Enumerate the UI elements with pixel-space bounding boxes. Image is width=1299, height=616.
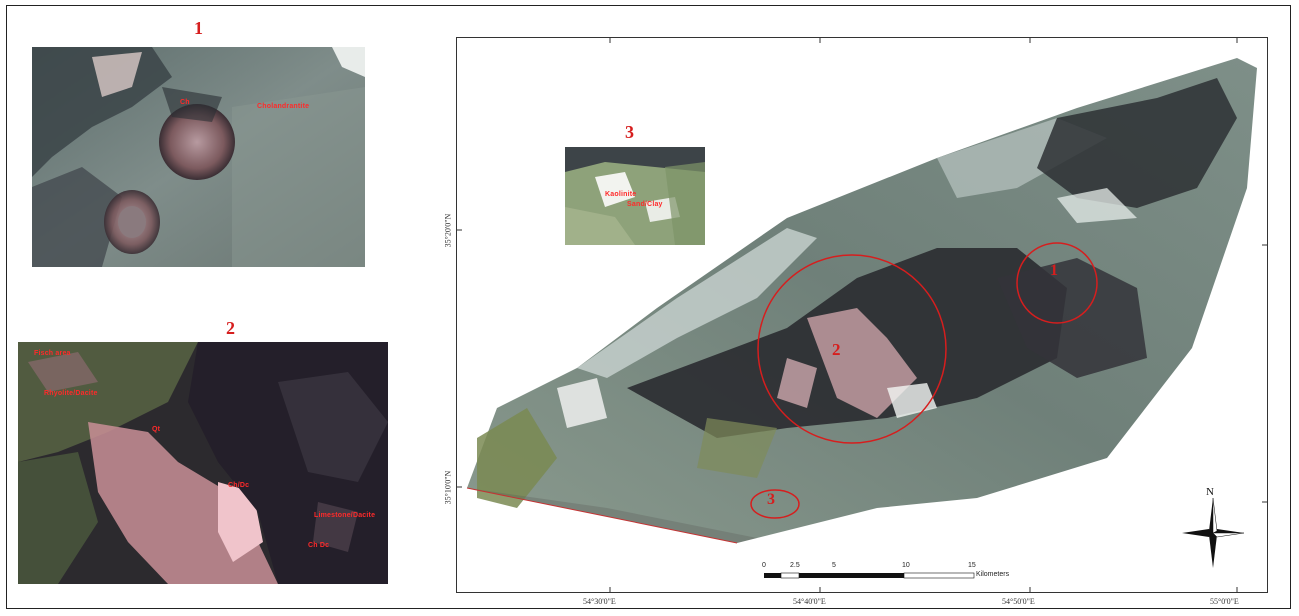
inset-2-number: 2 [226,318,235,338]
figure-border [6,5,1291,609]
x-tick-4: 55°0'0"E [1210,597,1239,606]
inset-2-label-c: Qt [152,426,161,433]
x-tick-2: 54°40'0"E [793,597,826,606]
north-arrow: N [1182,486,1244,568]
main-map-image [457,38,1267,592]
zone-3-label: 3 [767,491,775,508]
inset-3-number: 3 [625,122,634,142]
inset-3-image: Kaolinite Sand/Clay [565,147,705,245]
inset-2-image: Fisch area Rhyolite/Dacite Qt Ch/Dc Lime… [18,342,388,584]
scale-bar: 0 2.5 5 10 15 Kilometers [762,562,1032,586]
scale-tick-3: 10 [902,562,910,569]
inset-2-label-f: Ch Dc [308,542,330,549]
inset-1-label-b: Cholandrantite [257,103,310,110]
x-tick-3: 54°50'0"E [1002,597,1035,606]
zone-2-label: 2 [832,340,841,359]
inset-3-label-a: Kaolinite [605,191,637,198]
inset-3-label-b: Sand/Clay [627,201,663,208]
compass-icon [1182,498,1244,568]
inset-2-label-d: Ch/Dc [228,482,250,489]
inset-2-label-b: Rhyolite/Dacite [44,390,98,397]
inset-1-image: Ch Cholandrantite [32,47,365,267]
zone-1-circle [1016,242,1098,324]
x-tick-1: 54°30'0"E [583,597,616,606]
scale-tick-4: 15 [968,562,976,569]
scale-tick-2: 5 [832,562,836,569]
inset-1-label-a: Ch [180,99,190,106]
scale-tick-1: 2.5 [790,562,800,569]
north-label: N [1206,486,1214,498]
inset-2-label-a: Fisch area [34,350,71,357]
main-map-frame [456,37,1268,593]
zone-1-label: 1 [1050,262,1058,279]
scale-tick-0: 0 [762,562,766,569]
zone-2-circle [757,254,947,444]
inset-1-number: 1 [194,18,203,38]
y-tick-2: 35°10'0"N [443,470,453,505]
scale-unit: Kilometers [976,571,1010,578]
y-tick-1: 35°20'0"N [443,213,453,248]
zone-3-ellipse [750,489,800,519]
inset-2-label-e: Limestone/Dacite [314,512,376,519]
